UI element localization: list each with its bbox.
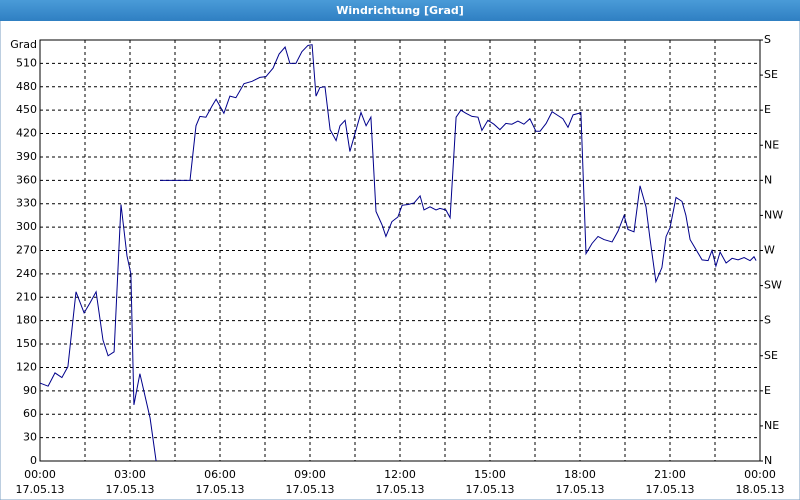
y2-tick-label: NE	[764, 419, 779, 432]
y-axis-label: Grad	[10, 38, 37, 51]
y-tick-label: 270	[16, 244, 37, 257]
y-tick-label: 0	[30, 454, 37, 467]
chart-title: Windrichtung [Grad]	[336, 4, 464, 17]
y2-tick-label: NE	[764, 138, 779, 151]
y-tick-label: 480	[16, 80, 37, 93]
x-tick-label: 15:00	[474, 468, 506, 481]
y-tick-label: 240	[16, 267, 37, 280]
y-tick-label: 510	[16, 56, 37, 69]
x-tick-label: 12:00	[384, 468, 416, 481]
y-tick-label: 390	[16, 150, 37, 163]
y2-tick-label: SE	[764, 349, 778, 362]
y-tick-label: 330	[16, 197, 37, 210]
x-tick-date: 17.05.13	[466, 483, 515, 496]
y2-tick-label: S	[764, 33, 771, 46]
y2-tick-label: E	[764, 103, 771, 116]
x-tick-date: 17.05.13	[196, 483, 245, 496]
y-tick-label: 120	[16, 360, 37, 373]
y2-tick-label: S	[764, 314, 771, 327]
y-tick-label: 90	[23, 384, 37, 397]
x-tick-label: 09:00	[294, 468, 326, 481]
y-tick-label: 30	[23, 431, 37, 444]
x-tick-label: 03:00	[114, 468, 146, 481]
title-bar	[0, 0, 800, 21]
data-line	[160, 44, 757, 284]
x-tick-label: 00:00	[744, 468, 776, 481]
x-tick-date: 17.05.13	[556, 483, 605, 496]
data-line	[39, 204, 157, 462]
y-tick-label: 360	[16, 173, 37, 186]
x-tick-date: 17.05.13	[16, 483, 65, 496]
y2-tick-label: N	[764, 173, 772, 186]
x-tick-label: 06:00	[204, 468, 236, 481]
y2-tick-label: N	[764, 454, 772, 467]
y2-tick-label: SW	[764, 279, 782, 292]
y-tick-label: 180	[16, 314, 37, 327]
y-tick-label: 450	[16, 103, 37, 116]
y2-tick-label: W	[764, 244, 775, 257]
y2-tick-label: NW	[764, 208, 783, 221]
y-tick-label: 60	[23, 407, 37, 420]
y-tick-label: 300	[16, 220, 37, 233]
x-tick-date: 18.05.13	[736, 483, 785, 496]
x-tick-date: 17.05.13	[106, 483, 155, 496]
x-tick-date: 17.05.13	[376, 483, 425, 496]
y2-tick-label: E	[764, 384, 771, 397]
x-tick-date: 17.05.13	[646, 483, 695, 496]
y-tick-label: 150	[16, 337, 37, 350]
x-tick-label: 18:00	[564, 468, 596, 481]
x-tick-label: 21:00	[654, 468, 686, 481]
x-tick-label: 00:00	[24, 468, 56, 481]
x-tick-date: 17.05.13	[286, 483, 335, 496]
y-tick-label: 420	[16, 127, 37, 140]
y2-tick-label: SE	[764, 68, 778, 81]
y-tick-label: 210	[16, 290, 37, 303]
